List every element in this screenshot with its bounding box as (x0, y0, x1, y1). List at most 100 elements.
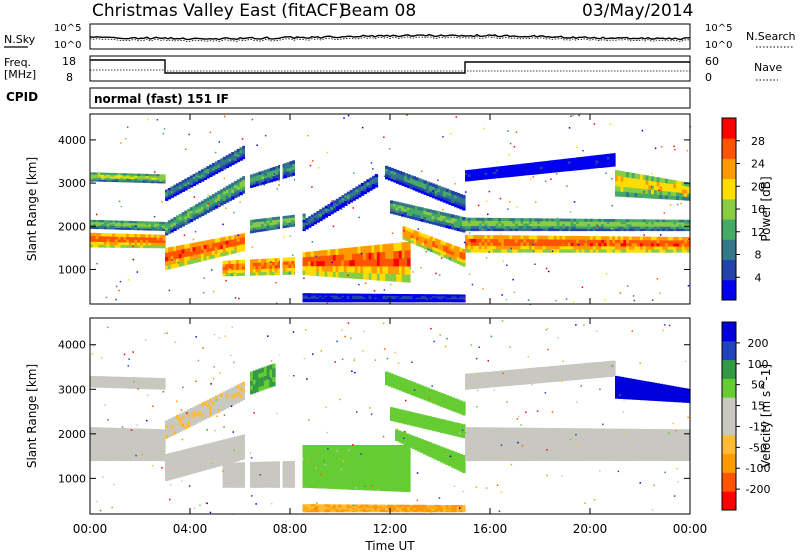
range-time-cell (241, 272, 246, 276)
range-time-cell (181, 182, 185, 186)
range-time-cell (395, 212, 399, 216)
speckle-point (370, 162, 373, 164)
range-time-cell (153, 239, 158, 243)
range-time-cell (239, 467, 243, 473)
speckle-point (550, 178, 552, 180)
range-time-cell (153, 435, 158, 443)
range-time-cell (302, 293, 306, 296)
range-time-cell (178, 424, 183, 429)
range-time-cell (404, 445, 408, 455)
range-time-cell (327, 271, 331, 277)
range-time-cell (537, 220, 541, 224)
range-time-cell (222, 269, 226, 274)
range-time-cell (395, 413, 399, 417)
range-time-cell (371, 272, 375, 281)
range-time-cell (106, 376, 111, 380)
range-time-cell (98, 174, 102, 177)
range-time-cell (330, 453, 334, 463)
range-time-cell (431, 455, 435, 459)
range-time-cell (289, 170, 293, 174)
freq-unit-label: [MHz] (4, 68, 36, 81)
range-time-cell (426, 294, 430, 297)
range-time-cell (173, 419, 177, 424)
range-time-cell (206, 206, 210, 210)
range-time-cell (423, 183, 427, 187)
range-time-cell (90, 380, 94, 384)
range-time-cell (156, 242, 161, 246)
range-time-cell (178, 471, 183, 478)
range-time-cell (512, 248, 516, 253)
range-time-cell (368, 454, 373, 464)
speckle-point (188, 133, 190, 136)
range-time-cell (374, 472, 378, 482)
range-time-cell (426, 423, 430, 427)
range-time-cell (592, 249, 597, 253)
range-time-cell (374, 184, 379, 188)
range-time-cell (214, 201, 219, 206)
range-time-cell (526, 245, 530, 250)
range-time-cell (570, 221, 574, 224)
range-time-cell (252, 379, 257, 385)
range-time-cell (476, 173, 480, 176)
range-time-cell (354, 295, 359, 298)
range-time-cell (261, 170, 265, 174)
speckle-point (611, 178, 613, 180)
range-time-cell (428, 421, 433, 425)
range-time-cell (176, 218, 180, 222)
range-time-cell (291, 476, 295, 483)
range-time-cell (128, 220, 133, 224)
range-time-cell (393, 380, 397, 384)
range-time-cell (667, 187, 672, 192)
range-time-cell (338, 260, 342, 267)
range-time-cell (261, 228, 265, 232)
range-time-cell (151, 177, 155, 180)
range-time-cell (379, 244, 384, 253)
range-time-cell (512, 245, 516, 250)
range-time-cell (371, 265, 375, 274)
range-time-cell (595, 218, 599, 222)
range-time-cell (642, 246, 647, 250)
range-time-cell (415, 423, 419, 427)
range-time-cell (437, 188, 441, 192)
range-time-cell (148, 177, 152, 180)
range-time-cell (442, 199, 447, 203)
range-time-cell (203, 248, 207, 253)
range-time-cell (445, 194, 450, 198)
range-time-cell (184, 449, 188, 455)
range-time-cell (427, 247, 431, 251)
range-time-cell (512, 238, 516, 243)
range-time-cell (187, 183, 191, 187)
range-time-cell (126, 178, 130, 181)
range-time-cell (95, 382, 99, 386)
range-time-cell (302, 296, 306, 299)
range-time-cell (673, 243, 677, 247)
range-time-cell (678, 228, 683, 232)
range-time-cell (395, 411, 399, 415)
range-time-cell (573, 160, 577, 164)
range-time-cell (327, 260, 331, 267)
range-time-cell (640, 228, 644, 232)
range-time-cell (609, 236, 613, 240)
range-time-cell (681, 246, 686, 250)
range-time-cell (620, 245, 624, 250)
range-time-cell (310, 251, 315, 257)
range-time-cell (352, 193, 356, 196)
range-time-cell (95, 378, 99, 381)
range-time-cell (484, 222, 488, 226)
range-time-cell (156, 225, 161, 228)
range-time-cell (376, 472, 381, 482)
range-time-cell (620, 181, 624, 187)
range-time-cell (148, 428, 152, 436)
range-time-cell (363, 259, 367, 267)
range-time-cell (390, 173, 394, 177)
range-time-cell (398, 176, 403, 180)
range-time-cell (503, 228, 508, 232)
range-time-cell (498, 170, 502, 174)
speckle-point (439, 199, 442, 202)
range-time-cell (565, 228, 569, 232)
range-time-cell (432, 249, 436, 254)
range-time-cell (128, 441, 133, 449)
range-time-cell (590, 221, 594, 225)
range-time-cell (231, 457, 235, 463)
range-time-cell (401, 266, 406, 275)
